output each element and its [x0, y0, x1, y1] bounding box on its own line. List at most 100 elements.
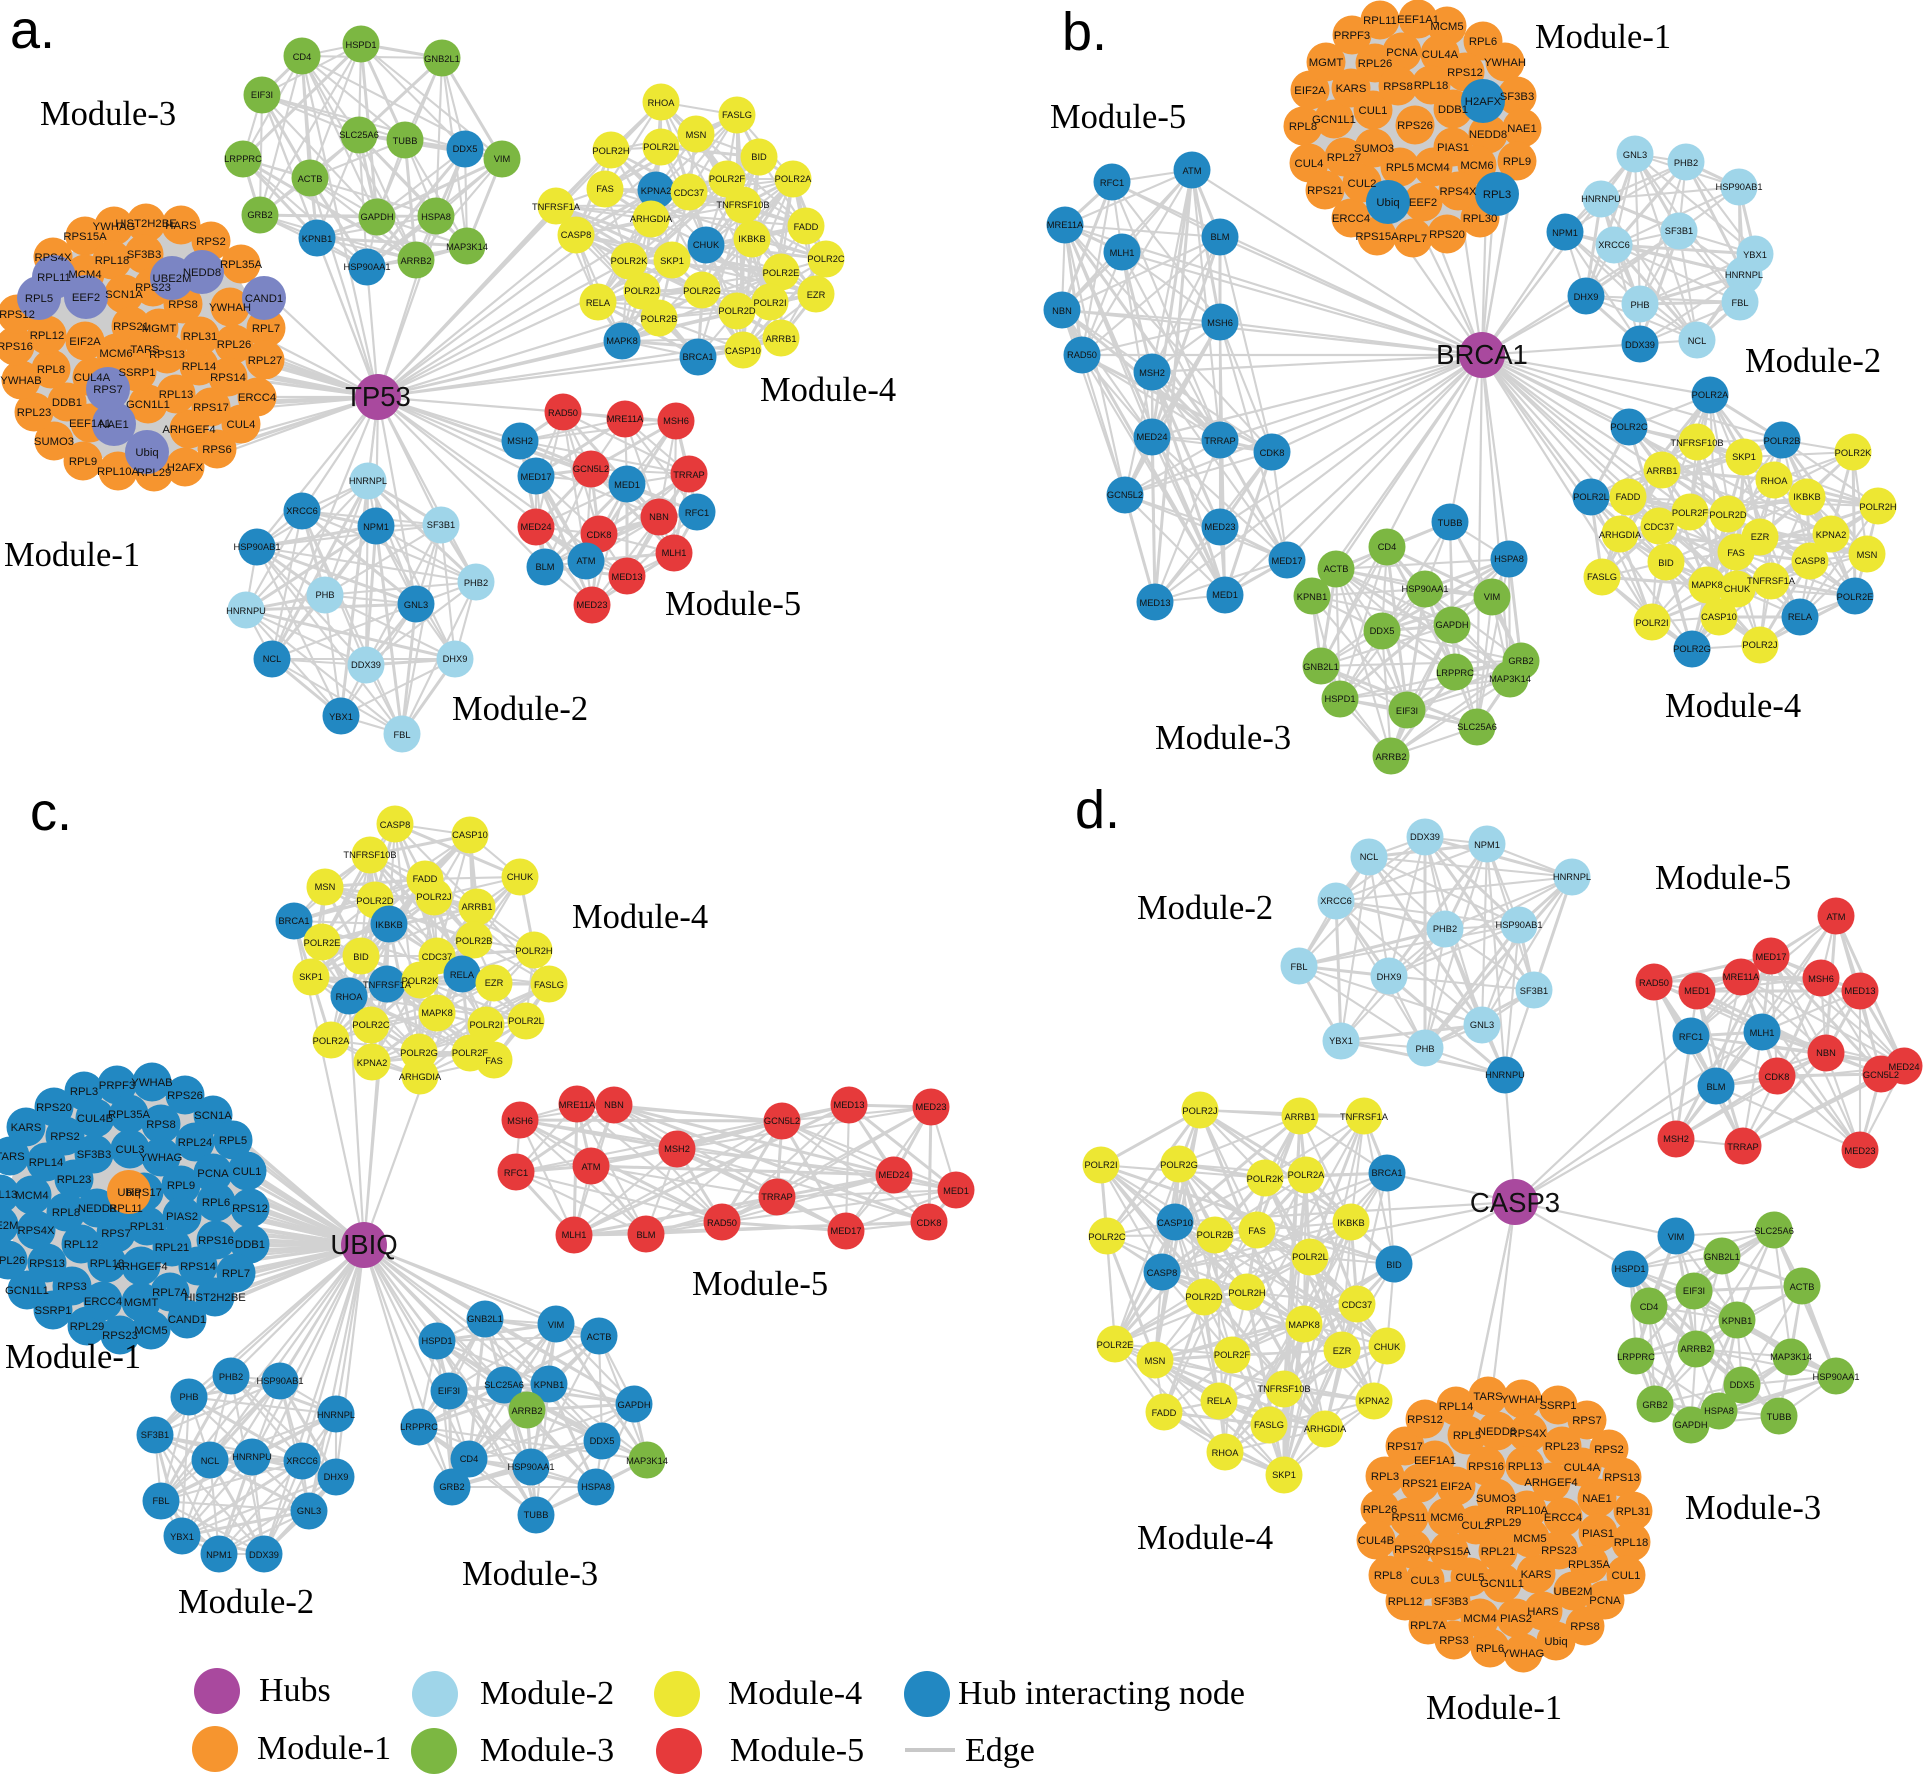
svg-text:BLM: BLM [636, 1230, 655, 1240]
svg-text:PHB2: PHB2 [1674, 158, 1698, 168]
svg-text:RPL9: RPL9 [167, 1180, 195, 1192]
svg-text:POLR2K: POLR2K [1247, 1174, 1284, 1184]
svg-text:XRCC6: XRCC6 [286, 1456, 318, 1466]
svg-text:RPL5: RPL5 [25, 293, 53, 305]
svg-text:YWHAG: YWHAG [1502, 1648, 1545, 1660]
svg-text:Module-5: Module-5 [1655, 859, 1791, 897]
svg-text:MCM6: MCM6 [1460, 160, 1493, 172]
svg-text:XRCC6: XRCC6 [1598, 240, 1630, 250]
svg-text:MSN: MSN [1857, 550, 1878, 560]
svg-text:Hub interacting node: Hub interacting node [958, 1675, 1245, 1712]
svg-text:RPS14: RPS14 [180, 1261, 216, 1273]
svg-text:VIM: VIM [1668, 1232, 1685, 1242]
svg-text:CDK8: CDK8 [587, 530, 612, 540]
svg-text:POLR2K: POLR2K [611, 256, 648, 266]
svg-text:RPS3: RPS3 [57, 1281, 87, 1293]
svg-text:MED13: MED13 [833, 1100, 864, 1110]
svg-text:BLM: BLM [1210, 232, 1229, 242]
svg-text:Module-3: Module-3 [480, 1732, 614, 1769]
svg-text:ARHGDIA: ARHGDIA [1599, 530, 1642, 540]
svg-text:GCN5L2: GCN5L2 [764, 1116, 800, 1126]
svg-text:FASLG: FASLG [1254, 1420, 1284, 1430]
svg-text:RPL18: RPL18 [90, 1258, 125, 1270]
svg-text:FASLG: FASLG [534, 980, 564, 990]
svg-text:CASP10: CASP10 [1157, 1218, 1193, 1228]
svg-text:MLH1: MLH1 [1750, 1028, 1775, 1038]
svg-text:RAD50: RAD50 [548, 408, 578, 418]
svg-text:RELA: RELA [1788, 612, 1813, 622]
svg-text:MED13: MED13 [611, 572, 642, 582]
svg-text:MAP3K14: MAP3K14 [626, 1456, 668, 1466]
svg-text:Module-3: Module-3 [1685, 1489, 1821, 1527]
svg-text:RPL14: RPL14 [1439, 1401, 1474, 1413]
svg-text:POLR2J: POLR2J [624, 286, 659, 296]
svg-text:RPL7: RPL7 [222, 1268, 250, 1280]
svg-text:TNFRSF10B: TNFRSF10B [343, 850, 396, 860]
svg-text:MLH1: MLH1 [1110, 248, 1135, 258]
svg-text:RPL9: RPL9 [69, 456, 97, 468]
svg-text:RPL29: RPL29 [1487, 1517, 1522, 1529]
svg-text:MED23: MED23 [576, 600, 607, 610]
svg-text:MSH6: MSH6 [1207, 318, 1233, 328]
svg-text:RPL18: RPL18 [1414, 80, 1449, 92]
svg-text:XRCC6: XRCC6 [1320, 896, 1352, 906]
svg-text:POLR2A: POLR2A [313, 1036, 350, 1046]
svg-text:CUL2: CUL2 [1348, 178, 1377, 190]
svg-text:RPL11: RPL11 [109, 1203, 143, 1215]
svg-text:MED23: MED23 [1844, 1146, 1875, 1156]
svg-text:HSP90AB1: HSP90AB1 [233, 542, 280, 552]
svg-text:DDB1: DDB1 [52, 397, 82, 409]
svg-text:PHB: PHB [1415, 1044, 1434, 1054]
svg-text:MED1: MED1 [1212, 590, 1238, 600]
svg-text:POLR2H: POLR2H [1859, 502, 1896, 512]
svg-text:POLR2C: POLR2C [1088, 1232, 1125, 1242]
svg-text:RPL21: RPL21 [1481, 1546, 1516, 1558]
svg-text:DDX5: DDX5 [1370, 626, 1395, 636]
svg-text:NAE1: NAE1 [1582, 1493, 1612, 1505]
svg-text:RPS21: RPS21 [1307, 185, 1343, 197]
svg-text:CASP10: CASP10 [725, 346, 761, 356]
svg-text:CAND1: CAND1 [168, 1314, 206, 1326]
svg-text:ATM: ATM [1827, 912, 1846, 922]
svg-text:SSRP1: SSRP1 [1539, 1400, 1576, 1412]
svg-text:GNL3: GNL3 [297, 1506, 321, 1516]
svg-text:RPS16: RPS16 [198, 1235, 234, 1247]
svg-text:RPL21: RPL21 [155, 1242, 190, 1254]
svg-text:RPS21: RPS21 [1402, 1478, 1438, 1490]
svg-text:GRB2: GRB2 [1508, 656, 1533, 666]
svg-text:TRRAP: TRRAP [1204, 436, 1236, 446]
svg-text:PHB2: PHB2 [219, 1372, 243, 1382]
svg-text:ARRB2: ARRB2 [511, 1406, 542, 1416]
svg-text:ARRB1: ARRB1 [461, 902, 492, 912]
svg-text:RPS12: RPS12 [232, 1203, 268, 1215]
svg-text:RPL12: RPL12 [30, 330, 65, 342]
svg-text:RPL35A: RPL35A [1568, 1559, 1611, 1571]
svg-text:RPL8: RPL8 [37, 364, 65, 376]
svg-text:ERCC4: ERCC4 [84, 1296, 122, 1308]
svg-text:POLR2B: POLR2B [641, 314, 678, 324]
svg-text:GCN1L1: GCN1L1 [5, 1285, 49, 1297]
svg-text:MED23: MED23 [915, 1102, 946, 1112]
svg-text:FBL: FBL [152, 1496, 169, 1506]
svg-text:RPL3: RPL3 [70, 1086, 98, 1098]
svg-text:TARS: TARS [130, 344, 160, 356]
svg-text:HIST2H2BE: HIST2H2BE [115, 218, 177, 230]
svg-text:YWHAG: YWHAG [140, 1152, 183, 1164]
svg-text:HSP90AB1: HSP90AB1 [1495, 920, 1542, 930]
svg-text:NBN: NBN [1052, 306, 1072, 316]
svg-text:MCM4: MCM4 [1416, 162, 1449, 174]
svg-text:TNFRSF10B: TNFRSF10B [1257, 1384, 1310, 1394]
svg-text:NPM1: NPM1 [363, 522, 389, 532]
svg-text:RPL13: RPL13 [0, 1189, 17, 1201]
svg-text:RPL6: RPL6 [1469, 36, 1497, 48]
svg-text:PRPF3: PRPF3 [1334, 30, 1370, 42]
svg-text:RPS8: RPS8 [168, 299, 198, 311]
svg-text:SF3B1: SF3B1 [1665, 226, 1693, 236]
svg-text:CDK8: CDK8 [1765, 1072, 1790, 1082]
svg-text:RPS2: RPS2 [196, 236, 226, 248]
svg-text:POLR2K: POLR2K [402, 976, 439, 986]
svg-text:RELA: RELA [1207, 1396, 1232, 1406]
svg-text:RPS20: RPS20 [1429, 229, 1465, 241]
svg-text:RAD50: RAD50 [1067, 350, 1097, 360]
svg-text:RPS26: RPS26 [167, 1090, 203, 1102]
